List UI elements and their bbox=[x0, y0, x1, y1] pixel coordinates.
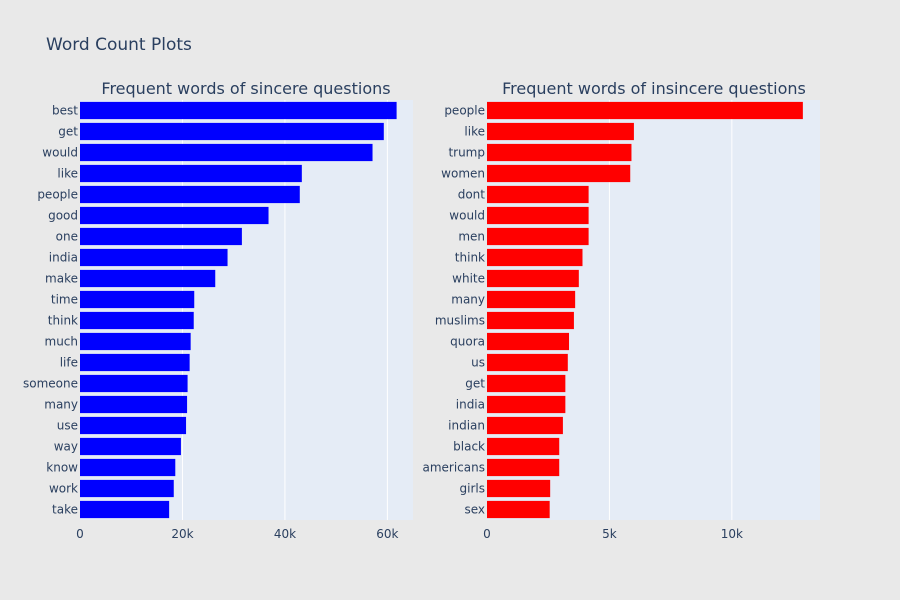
sincere-bar-time bbox=[80, 290, 195, 309]
sincere-y-tick-label: good bbox=[48, 209, 78, 223]
insincere-y-tick-label: muslims bbox=[435, 314, 485, 328]
insincere-bar-men bbox=[487, 227, 589, 246]
insincere-y-tick-label: sex bbox=[464, 503, 485, 517]
sincere-x-tick-label: 40k bbox=[274, 527, 296, 541]
insincere-y-tick-label: quora bbox=[450, 335, 485, 349]
sincere-bar-life bbox=[80, 353, 190, 372]
sincere-bar-would bbox=[80, 143, 373, 162]
sincere-y-tick-label: time bbox=[51, 293, 78, 307]
insincere-y-tick-label: trump bbox=[448, 146, 485, 160]
sincere-bar-good bbox=[80, 206, 269, 225]
insincere-bar-women bbox=[487, 164, 631, 183]
sincere-y-tick-label: get bbox=[58, 125, 78, 139]
insincere-bar-black bbox=[487, 437, 560, 456]
sincere-plot-area bbox=[80, 100, 413, 520]
sincere-bar-someone bbox=[80, 374, 188, 393]
sincere-bar-way bbox=[80, 437, 181, 456]
insincere-bar-people bbox=[487, 101, 803, 120]
insincere-bar-us bbox=[487, 353, 568, 372]
sincere-y-tick-label: know bbox=[46, 461, 78, 475]
figure-title: Word Count Plots bbox=[46, 35, 192, 55]
sincere-y-tick-label: many bbox=[44, 398, 78, 412]
insincere-bar-would bbox=[487, 206, 589, 225]
sincere-bar-make bbox=[80, 269, 216, 288]
sincere-y-tick-label: life bbox=[60, 356, 78, 370]
sincere-y-tick-label: one bbox=[56, 230, 78, 244]
sincere-bar-think bbox=[80, 311, 194, 330]
sincere-panel: Frequent words of sincere questions 0 20k… bbox=[23, 79, 413, 541]
insincere-y-tick-label: think bbox=[455, 251, 485, 265]
sincere-x-tick-label: 60k bbox=[376, 527, 398, 541]
sincere-bar-india bbox=[80, 248, 228, 267]
insincere-x-tick-label: 0 bbox=[483, 527, 491, 541]
sincere-bar-know bbox=[80, 458, 176, 477]
sincere-bar-work bbox=[80, 479, 174, 498]
sincere-bar-get bbox=[80, 122, 384, 141]
sincere-bar-much bbox=[80, 332, 191, 351]
sincere-bar-best bbox=[80, 101, 397, 120]
insincere-y-tick-label: girls bbox=[460, 482, 485, 496]
sincere-y-tick-label: like bbox=[57, 167, 78, 181]
insincere-y-tick-label: indian bbox=[448, 419, 485, 433]
insincere-bar-white bbox=[487, 269, 579, 288]
insincere-y-tick-label: many bbox=[451, 293, 485, 307]
insincere-bar-trump bbox=[487, 143, 632, 162]
insincere-y-tick-label: dont bbox=[458, 188, 486, 202]
insincere-bar-get bbox=[487, 374, 566, 393]
insincere-x-tick-label: 5k bbox=[602, 527, 617, 541]
sincere-y-tick-label: would bbox=[42, 146, 78, 160]
sincere-y-tick-label: make bbox=[45, 272, 78, 286]
sincere-y-tick-label: india bbox=[49, 251, 78, 265]
sincere-y-tick-label: people bbox=[37, 188, 78, 202]
insincere-y-tick-label: men bbox=[458, 230, 485, 244]
insincere-bar-indian bbox=[487, 416, 563, 435]
insincere-y-tick-label: white bbox=[452, 272, 485, 286]
sincere-bar-many bbox=[80, 395, 188, 414]
insincere-bar-india bbox=[487, 395, 566, 414]
sincere-y-tick-label: work bbox=[49, 482, 78, 496]
sincere-x-tick-label: 20k bbox=[171, 527, 193, 541]
sincere-y-tick-label: take bbox=[52, 503, 78, 517]
insincere-chart-title: Frequent words of insincere questions bbox=[502, 79, 806, 98]
insincere-y-tick-label: women bbox=[441, 167, 485, 181]
sincere-bar-one bbox=[80, 227, 242, 246]
insincere-bar-like bbox=[487, 122, 634, 141]
insincere-panel: Frequent words of insincere questions 0 5… bbox=[422, 79, 820, 541]
sincere-bar-take bbox=[80, 500, 170, 519]
insincere-y-tick-label: would bbox=[449, 209, 485, 223]
sincere-y-tick-label: someone bbox=[23, 377, 78, 391]
sincere-bar-use bbox=[80, 416, 187, 435]
insincere-bar-sex bbox=[487, 500, 550, 519]
insincere-y-tick-label: people bbox=[444, 104, 485, 118]
sincere-chart-title: Frequent words of sincere questions bbox=[101, 79, 390, 98]
insincere-bar-girls bbox=[487, 479, 551, 498]
insincere-y-tick-label: get bbox=[465, 377, 485, 391]
insincere-y-tick-label: like bbox=[464, 125, 485, 139]
insincere-x-tick-label: 10k bbox=[721, 527, 743, 541]
sincere-y-tick-label: best bbox=[52, 104, 78, 118]
insincere-bar-think bbox=[487, 248, 583, 267]
sincere-bar-like bbox=[80, 164, 302, 183]
insincere-y-tick-label: india bbox=[456, 398, 485, 412]
insincere-plot-area bbox=[487, 100, 820, 520]
insincere-bar-muslims bbox=[487, 311, 574, 330]
insincere-bar-americans bbox=[487, 458, 560, 477]
insincere-bar-many bbox=[487, 290, 576, 309]
insincere-bar-dont bbox=[487, 185, 589, 204]
sincere-y-tick-label: use bbox=[57, 419, 78, 433]
sincere-y-tick-label: way bbox=[54, 440, 78, 454]
sincere-bar-people bbox=[80, 185, 300, 204]
sincere-x-tick-label: 0 bbox=[76, 527, 84, 541]
sincere-y-tick-label: much bbox=[45, 335, 79, 349]
insincere-y-tick-label: black bbox=[453, 440, 485, 454]
insincere-y-tick-label: americans bbox=[422, 461, 485, 475]
insincere-bar-quora bbox=[487, 332, 570, 351]
sincere-y-tick-label: think bbox=[48, 314, 78, 328]
insincere-y-tick-label: us bbox=[471, 356, 485, 370]
